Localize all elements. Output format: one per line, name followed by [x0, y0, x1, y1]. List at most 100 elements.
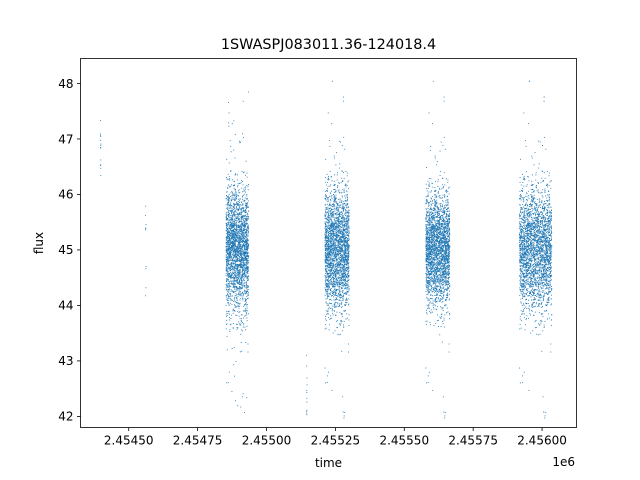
data-point [228, 257, 230, 259]
data-point [343, 310, 345, 312]
data-point [331, 225, 333, 226]
data-point [244, 281, 246, 283]
data-point [333, 244, 335, 246]
data-point [339, 244, 341, 246]
data-point [246, 320, 248, 322]
data-point [228, 200, 229, 202]
data-point [242, 238, 244, 240]
data-point [227, 263, 229, 265]
data-point [324, 244, 326, 246]
data-point [343, 257, 345, 259]
data-point [247, 262, 249, 263]
data-point [341, 259, 343, 261]
data-point [239, 254, 241, 256]
data-point [246, 296, 248, 297]
data-point [236, 216, 238, 218]
data-point [335, 269, 337, 271]
data-point [327, 279, 329, 281]
data-point [247, 255, 249, 257]
data-point [347, 237, 349, 239]
data-point [345, 241, 347, 243]
data-point [233, 255, 235, 257]
data-point [244, 236, 246, 238]
data-point [333, 285, 335, 287]
data-point [348, 180, 350, 182]
data-point [235, 253, 237, 255]
data-point [244, 258, 246, 260]
data-point [338, 228, 340, 230]
data-point [228, 260, 230, 262]
data-point [242, 191, 243, 193]
data-point [339, 238, 341, 240]
data-point [247, 223, 248, 225]
data-point [225, 216, 227, 218]
data-point [339, 229, 341, 231]
data-point [325, 195, 327, 197]
data-point [228, 243, 230, 245]
data-point [245, 269, 246, 271]
data-point [238, 225, 240, 227]
data-point [239, 221, 241, 223]
data-point [343, 280, 345, 282]
data-point [337, 207, 338, 208]
data-point [327, 220, 329, 222]
data-point [227, 203, 229, 205]
data-point [233, 230, 235, 232]
data-point [342, 300, 344, 302]
data-point [337, 253, 338, 255]
data-point [247, 269, 249, 271]
data-point [333, 228, 335, 230]
data-point [244, 193, 246, 195]
data-point [335, 306, 337, 308]
data-point [232, 211, 234, 213]
data-point [226, 267, 228, 268]
data-point [232, 226, 234, 228]
data-point [238, 265, 240, 267]
data-point [332, 265, 334, 266]
data-point [230, 210, 232, 211]
data-point [241, 211, 242, 213]
data-point [245, 312, 247, 314]
data-point [325, 228, 327, 230]
data-point [335, 223, 337, 225]
data-point [330, 255, 332, 257]
data-point [343, 257, 345, 258]
data-point [335, 270, 336, 272]
data-point [241, 255, 243, 257]
data-point [235, 256, 237, 258]
data-point [344, 261, 345, 263]
data-point [346, 195, 348, 197]
data-point [341, 229, 343, 231]
data-point [332, 257, 334, 259]
data-point [333, 192, 335, 193]
data-point [244, 222, 246, 224]
data-point [227, 295, 229, 297]
data-point [324, 235, 326, 237]
data-point [233, 228, 235, 230]
data-point [332, 233, 334, 235]
data-point [228, 102, 229, 103]
data-point [232, 310, 234, 312]
data-point [242, 293, 244, 295]
data-point [339, 291, 341, 293]
data-point [234, 275, 236, 277]
data-point [234, 257, 236, 259]
data-point [348, 214, 349, 216]
data-point [343, 225, 345, 227]
data-point [348, 231, 350, 233]
data-point [245, 254, 247, 256]
data-point [235, 267, 237, 269]
data-point [247, 289, 249, 291]
data-point [238, 226, 240, 228]
data-point [327, 253, 329, 255]
data-point [335, 230, 337, 232]
data-point [228, 249, 230, 251]
data-point [244, 304, 245, 306]
data-point [306, 384, 308, 386]
data-point [241, 259, 243, 261]
data-point [341, 208, 343, 210]
data-point [145, 224, 147, 226]
data-point [237, 204, 239, 206]
data-point [335, 198, 337, 200]
data-point [335, 278, 337, 280]
